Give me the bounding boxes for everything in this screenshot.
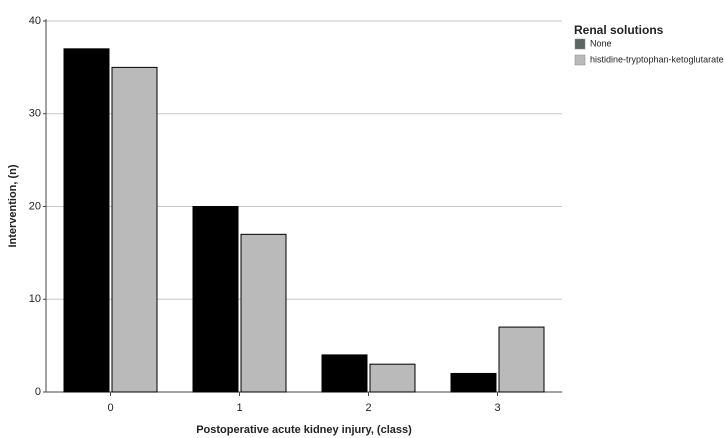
x-tick-label: 3	[494, 402, 500, 414]
y-tick-label: 30	[29, 108, 41, 120]
y-tick-label: 10	[29, 293, 41, 305]
legend-swatch	[574, 54, 586, 66]
bar	[63, 48, 110, 393]
bar	[111, 66, 158, 393]
bar	[192, 206, 239, 393]
bar	[450, 372, 497, 393]
y-tick-label: 40	[29, 15, 41, 27]
bar	[240, 233, 287, 393]
y-tick-label: 0	[35, 386, 41, 398]
bar	[498, 326, 545, 393]
x-tick-label: 2	[365, 402, 371, 414]
y-tick-label: 20	[29, 200, 41, 212]
x-axis-label: Postoperative acute kidney injury, (clas…	[196, 424, 412, 436]
legend-title: Renal solutions	[574, 23, 664, 37]
legend-swatch	[574, 38, 586, 50]
x-tick-label: 0	[107, 402, 113, 414]
y-axis-label: Intervention, (n)	[7, 164, 19, 247]
legend-label: None	[590, 38, 612, 48]
bar	[321, 354, 368, 393]
bar	[369, 363, 416, 393]
x-tick-label: 1	[236, 402, 242, 414]
legend-label: histidine-tryptophan-ketoglutarate	[590, 54, 724, 64]
